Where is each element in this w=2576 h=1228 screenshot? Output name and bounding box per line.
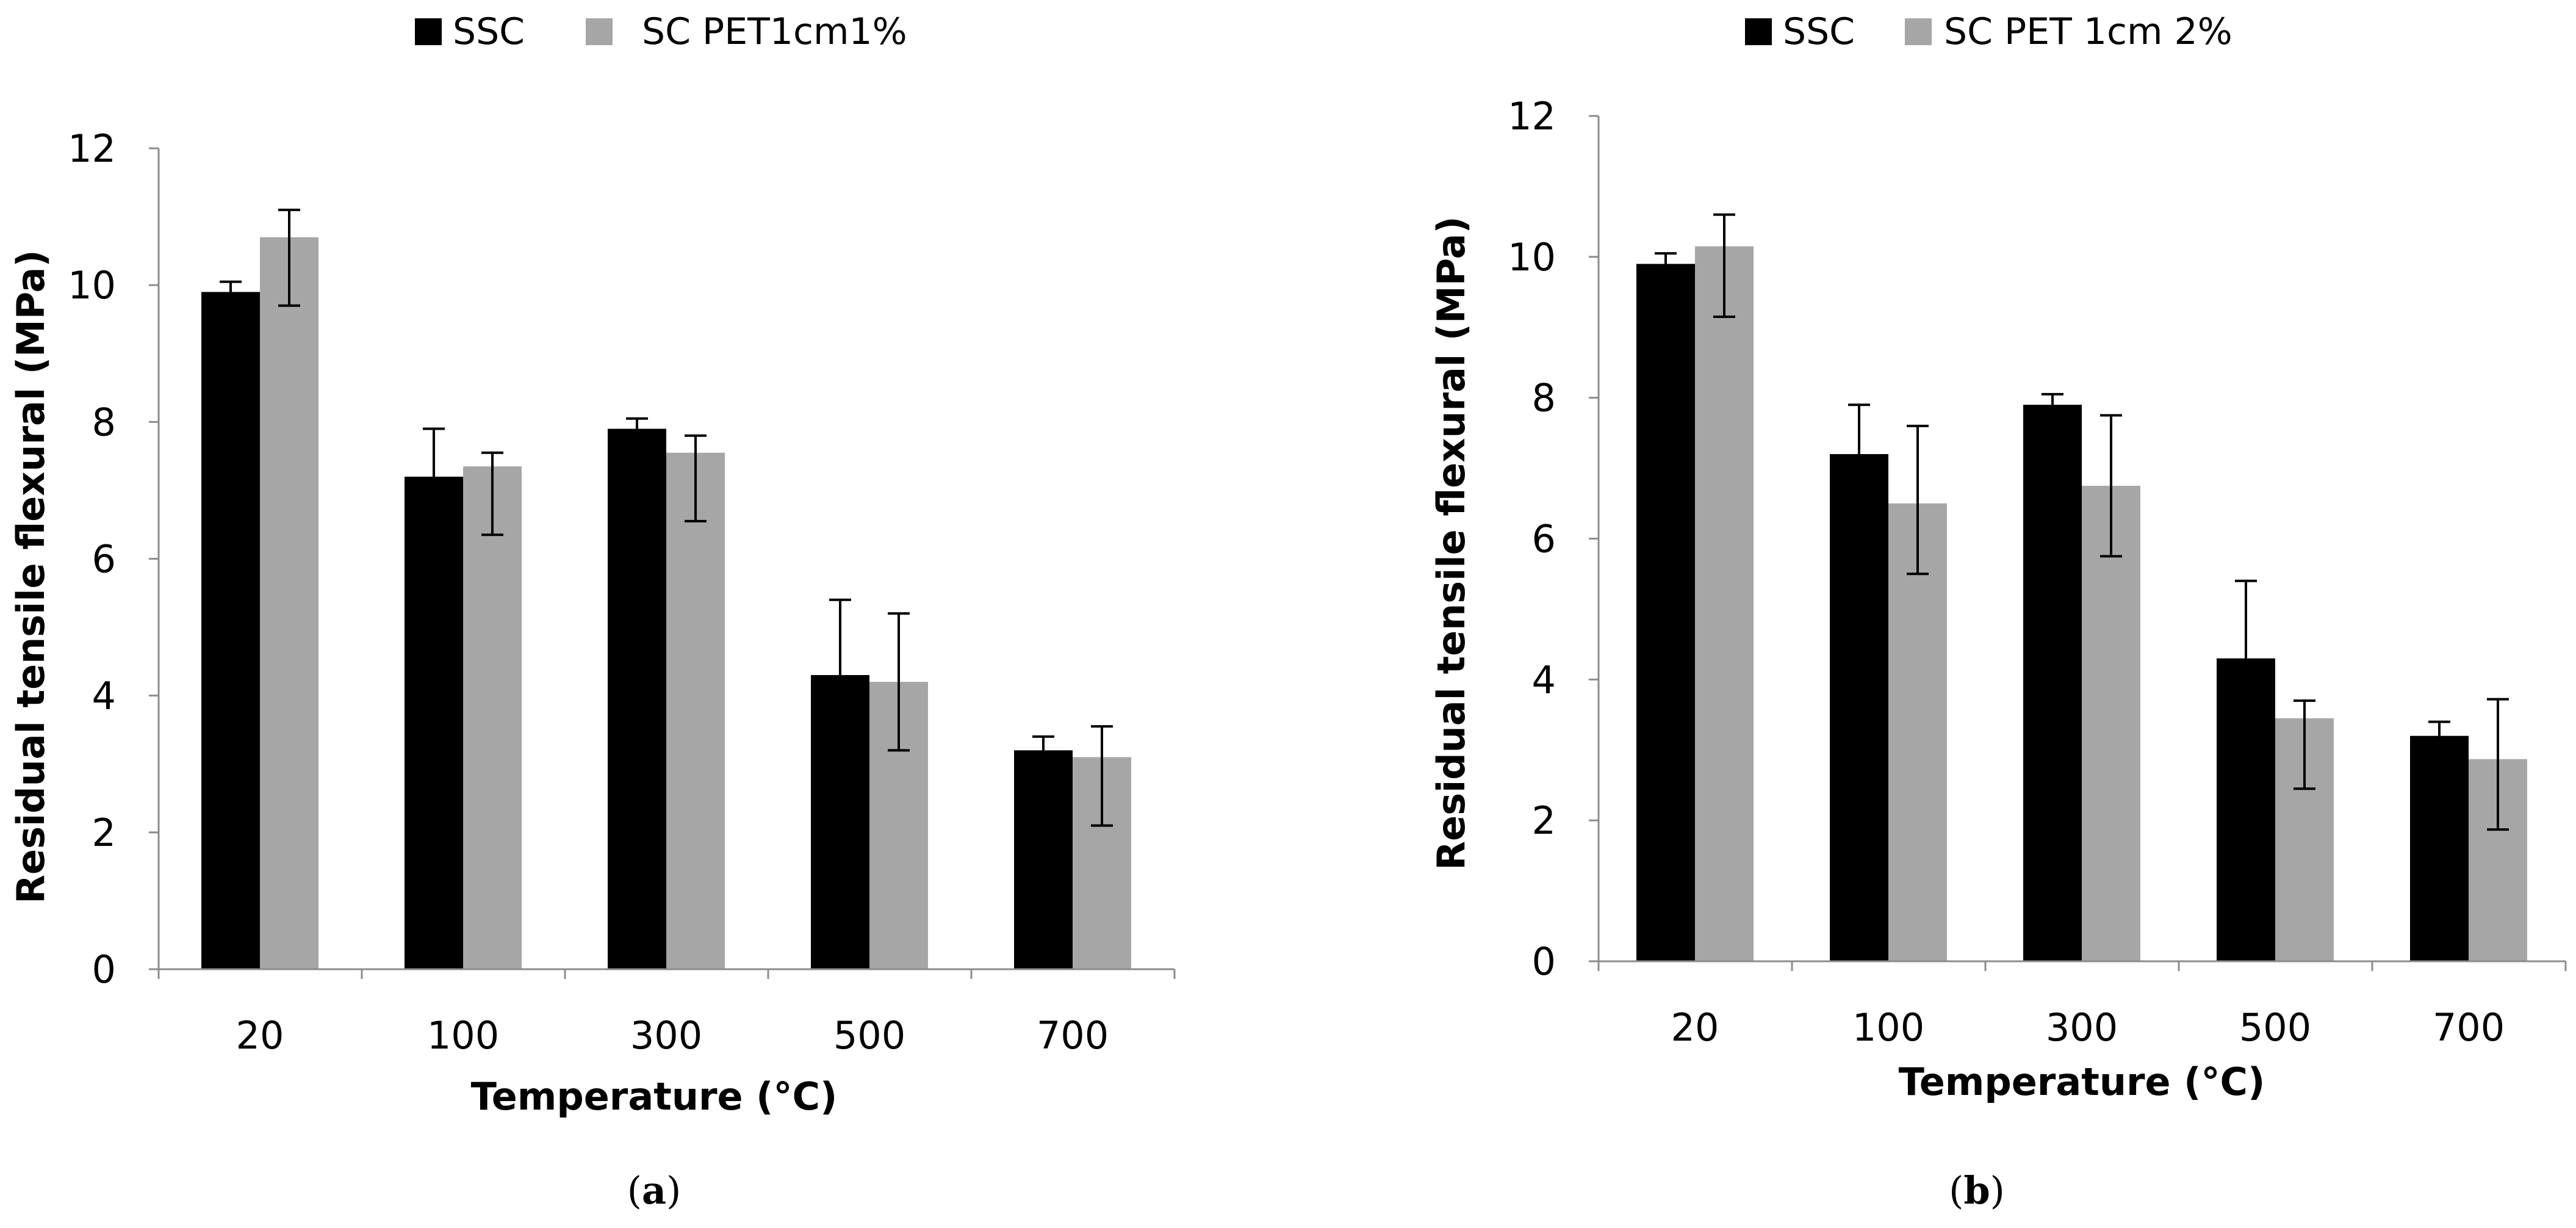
x-axis-title-a: Temperature (°C) [471,1074,838,1119]
error-bar-b-s1-c2 [2100,414,2122,558]
x-tick-label-b: 100 [1852,1005,1924,1050]
legend-swatch-b-s1 [1905,18,1932,45]
y-tick-label-a: 2 [92,811,116,855]
error-bar-a-s0-c1 [423,427,445,477]
y-tick-label-b: 2 [1532,798,1556,843]
legend-a: SSC SC PET1cm1% [415,10,907,53]
error-bar-b-s1-c1 [1907,424,1929,576]
bar-a-s0-c3 [811,675,869,969]
legend-swatch-a-s1 [586,18,613,45]
plot-area-a [149,147,1176,979]
error-bar-a-s1-c1 [481,451,503,536]
x-tick-label-a: 500 [833,1013,905,1058]
panel-caption-b: (b) [1949,1168,2005,1213]
y-axis-title-b: Residual tensile flexural (MPa) [1429,216,1473,870]
x-axis-labels-a: 20 100 300 500 700 [236,1013,1109,1058]
y-tick-label-b: 4 [1532,657,1556,702]
bar-b-s1-c1 [1888,503,1947,961]
x-tick-label-a: 300 [630,1013,702,1058]
legend-label-b-s0: SSC [1783,10,1855,53]
error-bar-b-s1-c3 [2294,699,2315,790]
bar-b-s1-c0 [1695,246,1754,961]
y-tick-label-a: 10 [68,263,116,308]
bar-b-s0-c3 [2217,658,2275,961]
x-axis-title-b: Temperature (°C) [1899,1060,2265,1104]
bar-b-s1-c2 [2082,485,2140,961]
error-bar-b-s1-c0 [1713,213,1735,318]
bar-b-s0-c4 [2410,735,2469,961]
error-bar-a-s1-c4 [1091,725,1113,827]
bar-a-s1-c0 [260,237,318,969]
bar-b-s0-c2 [2023,405,2082,961]
error-bar-b-s0-c1 [1848,403,1870,454]
error-bar-a-s1-c0 [278,208,300,307]
error-bar-b-s0-c2 [2042,392,2063,405]
bar-b-s0-c1 [1830,454,1888,961]
plot-area-b [1589,115,2567,971]
bar-a-s0-c2 [608,428,666,969]
legend-swatch-a-s0 [415,18,442,45]
y-tick-label-a: 0 [92,947,116,992]
y-tick-label-b: 6 [1532,517,1556,562]
bar-a-s0-c0 [201,292,260,969]
error-bar-b-s0-c3 [2235,579,2257,659]
legend-label-a-s1: SC PET1cm1% [642,10,907,53]
legend-swatch-b-s0 [1745,18,1772,45]
x-tick-label-b: 300 [2046,1005,2118,1050]
x-tick-label-a: 700 [1037,1013,1109,1058]
error-bar-a-s0-c0 [220,280,242,292]
legend-b: SSC SC PET 1cm 2% [1745,10,2232,53]
x-tick-label-b: 20 [1671,1005,1719,1050]
error-bar-a-s1-c2 [685,434,707,522]
error-bar-a-s0-c3 [829,598,851,676]
error-bar-a-s0-c2 [626,417,648,429]
x-tick-label-b: 500 [2239,1005,2311,1050]
bar-a-s0-c1 [405,477,463,969]
y-axis-ticks-b: 0 2 4 6 8 10 12 [1508,94,1556,984]
legend-label-a-s0: SSC [453,10,525,53]
y-tick-label-b: 12 [1508,94,1556,139]
bar-a-s0-c4 [1014,750,1073,969]
error-bar-a-s0-c4 [1032,735,1054,751]
y-tick-label-a: 8 [92,400,116,444]
bar-a-s1-c1 [463,466,522,969]
y-tick-label-b: 10 [1508,235,1556,280]
panel-caption-a: (a) [627,1168,682,1213]
chart-a: SSC SC PET1cm1% Residual tensile flexura… [9,10,1176,1213]
x-tick-label-b: 700 [2433,1005,2505,1050]
error-bar-a-s1-c3 [888,612,910,752]
error-bar-b-s0-c4 [2428,720,2450,736]
x-tick-label-a: 20 [236,1013,284,1058]
error-bar-b-s1-c4 [2487,698,2509,831]
y-tick-label-b: 0 [1532,939,1556,984]
y-tick-label-b: 8 [1532,376,1556,421]
error-bar-b-s0-c0 [1655,252,1677,264]
y-tick-label-a: 4 [92,674,116,718]
y-tick-label-a: 6 [92,537,116,582]
bar-a-s1-c2 [666,452,725,969]
x-axis-labels-b: 20 100 300 500 700 [1671,1005,2505,1050]
y-tick-label-a: 12 [68,126,116,171]
chart-b: SSC SC PET 1cm 2% Residual tensile flexu… [1429,10,2567,1213]
bar-b-s0-c0 [1636,264,1695,961]
x-tick-label-a: 100 [427,1013,499,1058]
legend-label-b-s1: SC PET 1cm 2% [1944,10,2232,53]
y-axis-ticks-a: 0 2 4 6 8 10 12 [68,126,116,992]
y-axis-title-a: Residual tensile flexural (MPa) [9,250,53,903]
